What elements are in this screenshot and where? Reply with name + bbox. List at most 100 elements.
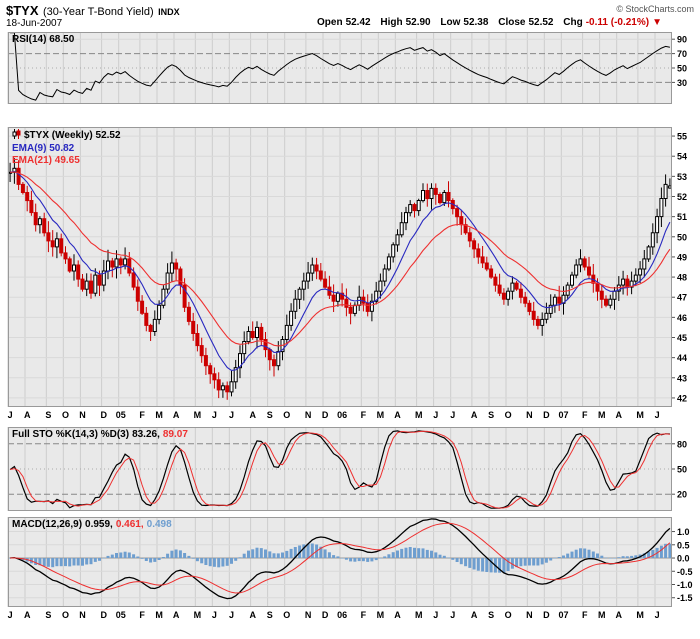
macd-histogram-bar bbox=[451, 558, 455, 560]
macd-histogram-bar bbox=[523, 558, 527, 566]
x-axis-month-label: A bbox=[394, 610, 401, 620]
macd-hist-value: 0.498 bbox=[146, 519, 172, 530]
candle-body bbox=[421, 190, 425, 202]
x-axis-month-label: J bbox=[433, 410, 439, 420]
candle-body bbox=[152, 318, 157, 332]
macd-histogram-bar bbox=[178, 550, 182, 559]
candle-body bbox=[467, 232, 472, 242]
y-axis-label: 49 bbox=[677, 252, 687, 262]
x-axis-year-label: 07 bbox=[558, 610, 569, 620]
symbol-name: (30-Year T-Bond Yield) bbox=[42, 6, 154, 18]
candle-body bbox=[318, 270, 323, 280]
macd-histogram-bar bbox=[251, 549, 255, 559]
x-axis-month-label: F bbox=[360, 410, 367, 420]
x-axis-month-label: D bbox=[543, 410, 550, 420]
x-axis-year-label: 06 bbox=[337, 610, 348, 620]
macd-histogram-bar bbox=[400, 548, 404, 558]
macd-histogram-bar bbox=[498, 558, 502, 573]
open-value: 52.42 bbox=[345, 17, 371, 28]
macd-histogram-bar bbox=[208, 558, 212, 567]
candle-body bbox=[263, 339, 268, 351]
macd-histogram-bar bbox=[336, 556, 340, 558]
y-axis-label: 51 bbox=[677, 212, 687, 222]
candle-body bbox=[663, 183, 668, 200]
candle-body bbox=[655, 216, 660, 234]
macd-histogram-bar bbox=[238, 557, 242, 559]
candle-body bbox=[386, 256, 391, 270]
candle-body bbox=[220, 385, 225, 391]
close-value: 52.52 bbox=[528, 17, 554, 28]
candle-body bbox=[76, 264, 81, 280]
rsi-label: RSI(14) 68.50 bbox=[12, 34, 75, 45]
candle-body bbox=[178, 268, 183, 286]
candle-body bbox=[527, 302, 532, 312]
macd-histogram-bar bbox=[187, 555, 191, 558]
candle-body bbox=[59, 238, 64, 254]
x-axis-month-label: F bbox=[360, 610, 367, 620]
candle-body bbox=[391, 244, 396, 258]
candle-body bbox=[216, 379, 221, 391]
title-row: $TYX (30-Year T-Bond Yield) INDX bbox=[6, 2, 180, 20]
candle-body bbox=[365, 302, 370, 312]
macd-histogram-bar bbox=[136, 556, 140, 558]
y-axis-label: -1.5 bbox=[677, 593, 693, 603]
x-axis-month-label: A bbox=[23, 610, 31, 620]
x-axis-month-label: D bbox=[100, 610, 108, 620]
candle-body bbox=[212, 373, 217, 381]
candle-body bbox=[425, 190, 430, 200]
candle-body bbox=[574, 264, 579, 276]
candle-body bbox=[144, 312, 149, 326]
macd-histogram-bar bbox=[357, 558, 361, 562]
macd-histogram-bar bbox=[549, 558, 553, 561]
macd-label: MACD(12,26,9) bbox=[12, 519, 83, 530]
macd-histogram-bar bbox=[144, 558, 148, 561]
macd-histogram-bar bbox=[668, 543, 672, 559]
macd-histogram-bar bbox=[157, 558, 161, 560]
macd-histogram-bar bbox=[217, 558, 221, 568]
candle-body bbox=[72, 264, 76, 272]
macd-histogram-bar bbox=[310, 543, 314, 559]
x-axis-month-label: S bbox=[45, 610, 52, 620]
x-axis-month-label: O bbox=[504, 410, 512, 420]
x-axis-month-label: A bbox=[615, 610, 623, 620]
candle-body bbox=[174, 262, 179, 270]
x-axis-month-label: A bbox=[23, 410, 31, 420]
candle-body bbox=[476, 248, 481, 258]
ema9-line bbox=[9, 170, 671, 371]
macd-histogram-bar bbox=[527, 558, 531, 566]
macd-histogram-bar bbox=[374, 558, 378, 561]
sto-k-value: 83.26, bbox=[132, 429, 160, 440]
macd-histogram-bar bbox=[570, 551, 574, 558]
high-label: High bbox=[380, 17, 403, 28]
x-axis-month-label: D bbox=[100, 410, 108, 420]
macd-histogram-bar bbox=[132, 554, 136, 559]
candle-body bbox=[340, 292, 345, 300]
candle-body bbox=[535, 318, 540, 326]
panel-border bbox=[8, 127, 672, 407]
macd-histogram-bar bbox=[468, 558, 472, 568]
candle-body bbox=[493, 276, 498, 286]
candle-body bbox=[587, 266, 591, 276]
macd-histogram-bar bbox=[579, 548, 582, 558]
x-axis-month-label: N bbox=[304, 410, 312, 420]
macd-histogram-bar bbox=[183, 553, 187, 559]
sto-label: Full STO %K(14,3) %D(3) bbox=[12, 429, 130, 440]
macd-histogram-bar bbox=[659, 545, 663, 558]
candle-body bbox=[604, 298, 608, 306]
candle-body bbox=[25, 192, 30, 202]
candle-body bbox=[625, 278, 630, 288]
quote-strip: Open 52.42 High 52.90 Low 52.38 Close 52.52 … bbox=[317, 17, 662, 28]
x-axis-year-label: 06 bbox=[337, 410, 348, 420]
y-axis-label: 42 bbox=[677, 393, 687, 403]
macd-histogram-bar bbox=[621, 556, 625, 558]
macd-histogram-bar bbox=[540, 558, 544, 565]
candle-body bbox=[442, 192, 447, 204]
candle-body bbox=[523, 296, 528, 304]
candle-body bbox=[633, 274, 638, 282]
ema21-line bbox=[10, 171, 671, 347]
macd-histogram-bar bbox=[293, 547, 297, 558]
candle-body bbox=[186, 306, 191, 322]
x-axis-month-label: M bbox=[414, 410, 423, 420]
macd-histogram-bar bbox=[378, 558, 382, 559]
candle-body bbox=[570, 274, 574, 286]
